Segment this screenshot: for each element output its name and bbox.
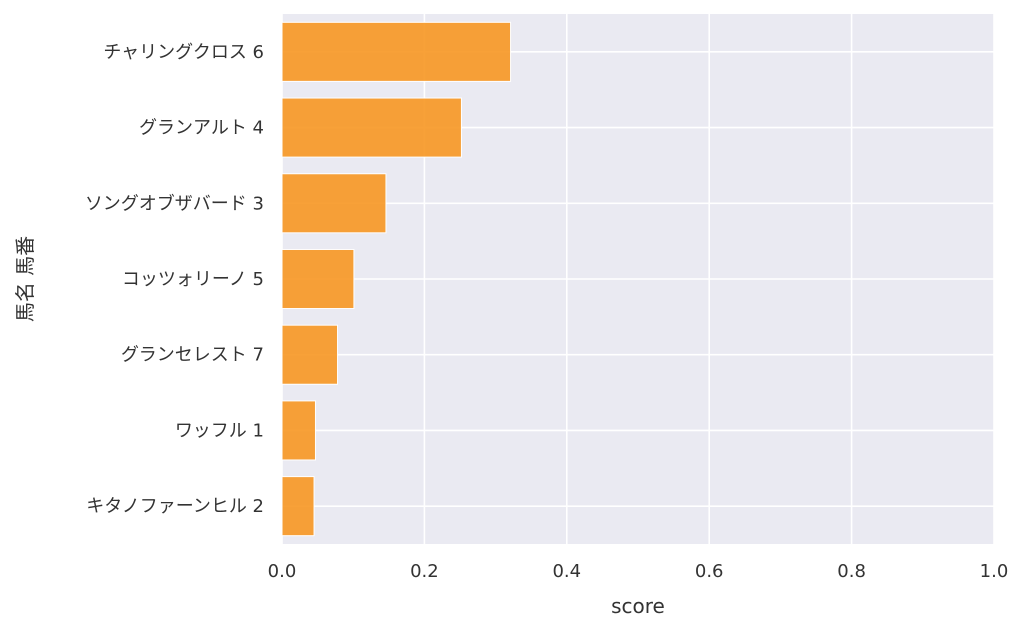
y-category-label: チャリングクロス 6 [103, 42, 264, 63]
bar [281, 248, 355, 310]
x-tick-label: 0.6 [695, 561, 724, 582]
y-category-label: キタノファーンヒル 2 [86, 496, 264, 517]
bar [281, 97, 462, 158]
x-tick-labels: 0.0 0.2 0.4 0.6 0.8 1.0 [268, 561, 1009, 582]
bar [281, 400, 316, 461]
x-tick-label: 0.2 [410, 561, 439, 582]
x-tick-label: 0.4 [552, 561, 581, 582]
y-category-label: コッツォリーノ 5 [122, 269, 264, 290]
y-category-labels: チャリングクロス 6 グランアルト 4 ソングオブザバード 3 コッツォリーノ 5 グラ… [85, 42, 264, 517]
x-tick-label: 0.0 [268, 561, 297, 582]
x-tick-label: 1.0 [980, 561, 1009, 582]
bars [281, 21, 512, 537]
y-category-label: グランセレスト 7 [121, 345, 264, 366]
x-axis-label: score [611, 594, 665, 618]
bar [281, 21, 512, 82]
y-category-label: ワッフル 1 [175, 420, 264, 441]
y-category-label: ソングオブザバード 3 [85, 192, 264, 214]
y-category-label: グランアルト 4 [139, 118, 264, 139]
bar [281, 173, 387, 234]
bar [281, 476, 315, 537]
x-tick-label: 0.8 [837, 561, 866, 582]
y-axis-label: 馬名 馬番 [13, 236, 37, 322]
bar [281, 324, 339, 385]
